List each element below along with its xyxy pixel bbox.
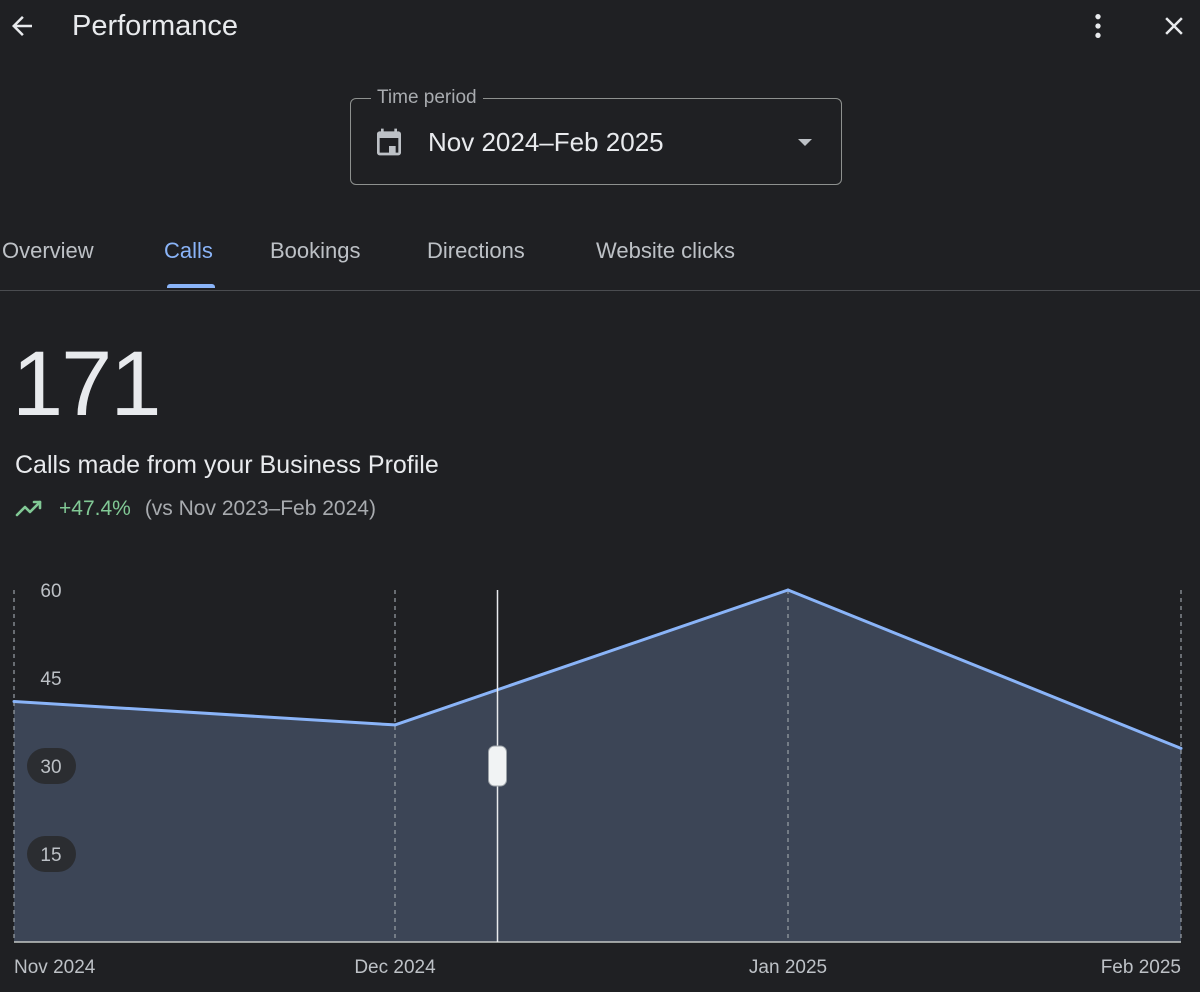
calendar-icon	[377, 128, 401, 156]
time-period-select[interactable]: Time period Nov 2024–Feb 2025	[350, 85, 842, 185]
tab-overview[interactable]: Overview	[2, 238, 94, 263]
metric-label: Calls made from your Business Profile	[15, 451, 439, 479]
chart-point-2	[786, 588, 790, 592]
chart-point-3	[1179, 746, 1183, 750]
tab-website-clicks[interactable]: Website clicks	[596, 238, 735, 263]
close-icon	[1165, 17, 1183, 35]
metric-value: 171	[12, 333, 161, 435]
y-tick-label-45: 45	[40, 669, 61, 690]
time-period-value: Nov 2024–Feb 2025	[428, 127, 664, 157]
calls-area-chart[interactable]: 60 45 30 15 Nov 2024 Dec 2024 Jan 2025 Feb 2025	[0, 560, 1200, 990]
y-tick-pill-30	[27, 748, 76, 784]
chart-point-1	[393, 723, 397, 727]
dropdown-arrow-icon	[798, 139, 812, 146]
trend-row: +47.4% (vs Nov 2023–Feb 2024)	[15, 495, 376, 523]
y-tick-pill-15	[27, 836, 76, 872]
more-vert-icon	[1095, 14, 1101, 38]
more-options-button[interactable]	[1080, 8, 1116, 44]
tab-bar: Overview Calls Bookings Directions Websi…	[0, 228, 1200, 290]
trend-comparison: (vs Nov 2023–Feb 2024)	[144, 497, 376, 520]
back-button[interactable]	[4, 8, 40, 44]
y-tick-label-30: 30	[40, 757, 61, 778]
active-tab-indicator	[167, 284, 215, 288]
y-tick-label-15: 15	[40, 845, 61, 866]
close-button[interactable]	[1156, 8, 1192, 44]
tab-directions[interactable]: Directions	[427, 238, 525, 263]
chart-point-0	[12, 699, 16, 703]
x-tick-label-2: Jan 2025	[749, 957, 827, 978]
x-tick-label-1: Dec 2024	[354, 957, 436, 978]
x-tick-label-0: Nov 2024	[14, 957, 96, 978]
chart-area-fill	[14, 590, 1181, 942]
x-tick-label-3: Feb 2025	[1101, 957, 1181, 978]
tab-calls[interactable]: Calls	[164, 238, 213, 263]
tabs-divider	[0, 290, 1200, 291]
arrow-back-icon	[12, 16, 32, 36]
y-tick-label-60: 60	[40, 581, 61, 602]
trending-up-icon	[15, 500, 42, 517]
trend-change: +47.4%	[59, 497, 131, 520]
page-title: Performance	[72, 10, 239, 42]
tab-bookings[interactable]: Bookings	[270, 238, 361, 263]
chart-cursor-handle[interactable]	[488, 745, 507, 787]
chart-series-line	[13, 588, 1182, 750]
time-period-label: Time period	[371, 85, 483, 111]
